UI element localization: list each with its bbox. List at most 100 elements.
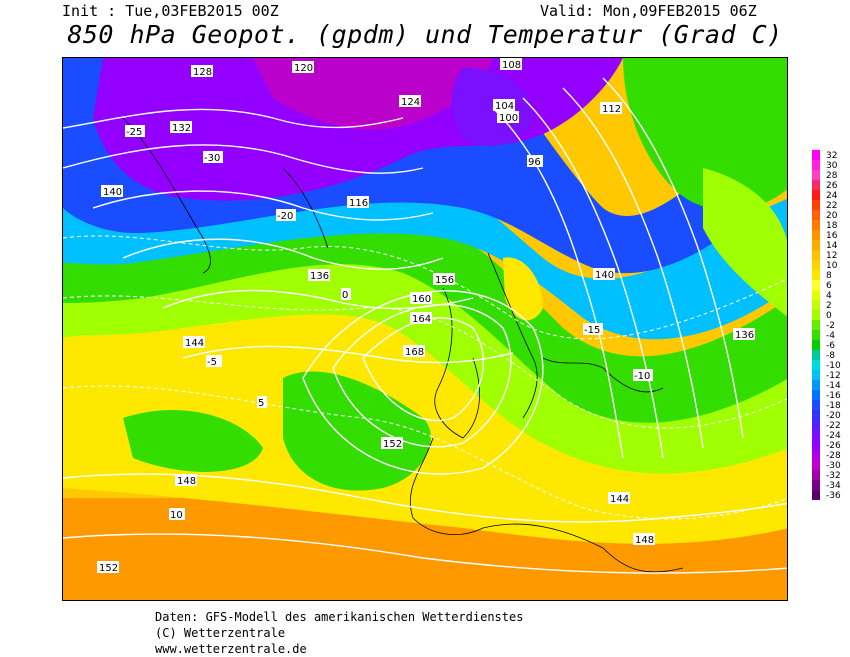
- isoline-gp-7: [492, 107, 624, 459]
- svg-text:140: 140: [103, 187, 122, 198]
- label-gp-112: 112: [600, 102, 622, 115]
- legend-label: -12: [826, 371, 841, 381]
- coastlines: [122, 117, 684, 573]
- legend-swatch: [812, 450, 820, 460]
- label-temp-minus30: -30: [203, 151, 223, 164]
- legend-label: -22: [826, 421, 841, 431]
- svg-text:148: 148: [635, 535, 654, 546]
- svg-text:-10: -10: [634, 371, 650, 382]
- legend-label: 22: [826, 201, 837, 211]
- temperature-legend: 32302826242220181614121086420-2-4-6-8-10…: [812, 150, 841, 501]
- svg-text:152: 152: [99, 563, 118, 574]
- svg-text:108: 108: [502, 60, 521, 71]
- label-gp-136-east: 136: [733, 328, 755, 341]
- coastline-svalbard: [282, 167, 329, 249]
- legend-label: -18: [826, 401, 841, 411]
- temp-field-lightgreen-east: [703, 168, 787, 317]
- isoline-gp-6: [182, 345, 514, 364]
- svg-text:168: 168: [405, 347, 424, 358]
- legend-label: 14: [826, 241, 838, 251]
- coastline-greenland: [122, 117, 211, 274]
- footer-source: Daten: GFS-Modell des amerikanischen Wet…: [155, 610, 524, 624]
- svg-text:112: 112: [602, 104, 621, 115]
- legend-label: -14: [826, 381, 841, 391]
- footer-copyright: (C) Wetterzentrale: [155, 626, 286, 640]
- legend-swatch: [812, 220, 820, 230]
- svg-text:100: 100: [499, 113, 518, 124]
- legend-label: 16: [826, 231, 838, 241]
- svg-text:-30: -30: [204, 153, 220, 164]
- legend-label: -30: [826, 461, 841, 471]
- legend-swatch: [812, 290, 820, 300]
- coastline-iberia: [409, 437, 484, 535]
- legend-label: 30: [826, 161, 838, 171]
- label-temp-minus10: -10: [633, 369, 653, 382]
- legend-swatch: [812, 180, 820, 190]
- legend-swatch: [812, 390, 820, 400]
- legend-label: 6: [826, 281, 832, 291]
- legend-label: -24: [826, 431, 841, 441]
- svg-text:5: 5: [258, 398, 264, 409]
- label-gp-124: 124: [399, 95, 421, 108]
- svg-text:148: 148: [177, 476, 196, 487]
- legend-swatch: [812, 150, 820, 160]
- isoline-temp-minus5: [63, 235, 787, 340]
- svg-text:-20: -20: [277, 211, 293, 222]
- label-gp-104: 104: [493, 99, 515, 112]
- legend-label: -16: [826, 391, 841, 401]
- legend-label: 2: [826, 301, 832, 311]
- isoline-gp-8: [522, 97, 664, 459]
- coastline-med: [482, 523, 684, 573]
- label-temp-0: 0: [341, 288, 351, 301]
- svg-text:10: 10: [170, 510, 183, 521]
- label-temp-minus20: -20: [276, 209, 296, 222]
- label-gp-152-south: 152: [97, 561, 119, 574]
- temp-field-yellow-norway: [503, 257, 543, 321]
- label-gp-156: 156: [433, 273, 455, 286]
- legend-label: -4: [826, 331, 835, 341]
- coastline-uk: [434, 287, 480, 439]
- isoline-gp-high-3: [302, 290, 544, 475]
- isoline-temp-0: [63, 295, 787, 429]
- svg-text:132: 132: [172, 123, 191, 134]
- label-gp-96: 96: [527, 155, 543, 168]
- legend-swatch: [812, 370, 820, 380]
- legend-swatch: [812, 480, 820, 490]
- isoline-gp-high-2: [332, 303, 512, 448]
- legend-swatch: [812, 270, 820, 280]
- coastline-norway: [487, 252, 538, 419]
- footer: Daten: GFS-Modell des amerikanischen Wet…: [155, 609, 523, 657]
- svg-text:164: 164: [412, 314, 431, 325]
- temp-field-violet-east: [451, 68, 533, 147]
- legend-label: -2: [826, 321, 835, 331]
- label-temp-10: 10: [169, 508, 185, 521]
- legend-label: -34: [826, 481, 841, 491]
- temp-field-green-west: [123, 409, 263, 472]
- svg-text:116: 116: [349, 198, 368, 209]
- legend-swatch: [812, 430, 820, 440]
- legend-swatch: [812, 250, 820, 260]
- temp-isolines: [63, 235, 787, 520]
- label-temp-minus25: -25: [125, 125, 145, 138]
- svg-text:156: 156: [435, 275, 454, 286]
- legend-label: 24: [826, 191, 838, 201]
- temp-field-cyan: [63, 88, 787, 340]
- svg-text:0: 0: [342, 290, 348, 301]
- legend-label: -26: [826, 441, 841, 451]
- footer-url: www.wetterzentrale.de: [155, 642, 307, 656]
- legend-swatch: [812, 460, 820, 470]
- legend-label: 18: [826, 221, 838, 231]
- svg-text:144: 144: [610, 494, 629, 505]
- legend-swatch: [812, 420, 820, 430]
- legend-label: -6: [826, 341, 835, 351]
- label-gp-144: 144: [183, 336, 205, 349]
- svg-text:96: 96: [528, 157, 541, 168]
- legend-swatch: [812, 470, 820, 480]
- legend-label: 28: [826, 171, 838, 181]
- isoline-temp-5: [63, 385, 787, 520]
- legend-swatch: [812, 350, 820, 360]
- legend-label: -36: [826, 491, 841, 501]
- legend-swatch: [812, 380, 820, 390]
- isoline-gp-2: [63, 144, 424, 174]
- label-gp-152: 152: [381, 437, 403, 450]
